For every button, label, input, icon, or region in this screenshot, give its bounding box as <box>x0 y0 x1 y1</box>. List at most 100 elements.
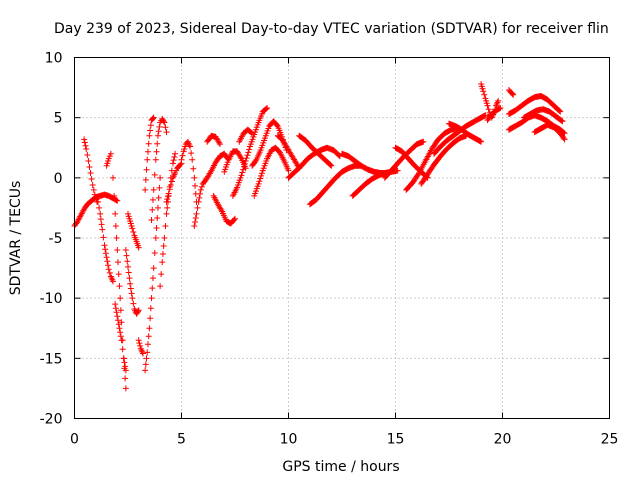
data-point <box>127 280 134 287</box>
data-point <box>117 307 124 314</box>
series-track-v <box>236 126 256 145</box>
data-point <box>123 252 130 259</box>
data-point <box>143 166 150 173</box>
data-point <box>217 141 224 148</box>
data-point <box>252 157 259 164</box>
data-point <box>115 317 122 324</box>
data-point <box>96 204 103 211</box>
data-point <box>556 107 563 114</box>
data-point <box>129 295 136 302</box>
data-point <box>557 108 564 115</box>
data-point <box>122 367 129 374</box>
data-point <box>192 218 199 225</box>
data-point <box>116 325 123 332</box>
data-point <box>480 88 487 95</box>
data-point <box>163 198 170 205</box>
data-point <box>152 156 159 163</box>
data-point <box>255 180 262 187</box>
data-point <box>137 342 144 349</box>
data-point <box>264 105 271 112</box>
data-point <box>139 350 146 357</box>
data-point <box>104 258 111 265</box>
data-point <box>558 117 565 124</box>
series-track-e <box>110 174 129 392</box>
data-point <box>149 196 156 203</box>
data-point <box>84 151 91 158</box>
data-point <box>482 112 489 119</box>
data-point <box>110 278 117 285</box>
data-point <box>144 156 151 163</box>
data-points <box>71 80 568 392</box>
data-point <box>147 305 154 312</box>
data-point <box>197 186 204 193</box>
data-point <box>122 247 129 254</box>
data-point <box>154 204 161 211</box>
data-point <box>237 154 244 161</box>
data-point <box>420 138 427 145</box>
series-track-aa <box>296 132 335 169</box>
data-point <box>150 114 157 121</box>
data-point <box>130 228 137 235</box>
data-point <box>163 210 170 217</box>
data-point <box>145 333 152 340</box>
data-point <box>154 140 161 147</box>
x-tick-label: 10 <box>280 432 298 448</box>
data-point <box>105 266 112 273</box>
data-point <box>114 247 121 254</box>
data-point <box>112 301 119 308</box>
data-point <box>149 206 156 213</box>
data-point <box>90 186 97 193</box>
data-point <box>144 341 151 348</box>
data-point <box>97 210 104 217</box>
data-point <box>142 186 149 193</box>
data-point <box>86 164 93 171</box>
series-track-s <box>210 192 238 227</box>
data-point <box>144 148 151 155</box>
data-point <box>560 135 567 142</box>
data-point <box>510 91 517 98</box>
data-point <box>179 152 186 159</box>
data-point <box>117 295 124 302</box>
data-point <box>112 222 119 229</box>
data-point <box>154 214 161 221</box>
data-point <box>495 97 502 104</box>
series-track-h <box>125 210 142 251</box>
data-point <box>478 138 485 145</box>
data-point <box>156 123 163 130</box>
data-point <box>116 283 123 290</box>
x-tick-label: 20 <box>494 432 512 448</box>
data-point <box>154 132 161 139</box>
data-point <box>98 221 105 228</box>
series-track-l <box>148 115 170 223</box>
data-point <box>124 258 131 265</box>
data-point <box>244 152 251 159</box>
y-tick-label: -15 <box>40 351 63 367</box>
series-track-aj <box>446 120 485 145</box>
data-point <box>189 156 196 163</box>
data-point <box>161 119 168 126</box>
data-point <box>101 242 108 249</box>
series-track-f <box>112 301 129 374</box>
data-point <box>155 194 162 201</box>
data-point <box>241 160 248 167</box>
data-point <box>89 182 96 189</box>
data-point <box>160 118 167 125</box>
data-point <box>150 265 157 272</box>
data-point <box>146 325 153 332</box>
x-tick-label: 0 <box>70 432 79 448</box>
data-point <box>238 172 245 179</box>
data-point <box>115 321 122 328</box>
data-point <box>245 149 252 156</box>
data-point <box>171 153 178 160</box>
data-point <box>128 290 135 297</box>
data-point <box>157 174 164 181</box>
data-point <box>83 145 90 152</box>
data-point <box>162 124 169 131</box>
data-point <box>481 91 488 98</box>
data-point <box>257 175 264 182</box>
data-point <box>165 190 172 197</box>
data-point <box>240 166 247 173</box>
data-point <box>113 309 120 316</box>
data-point <box>170 157 177 164</box>
data-point <box>327 162 334 169</box>
